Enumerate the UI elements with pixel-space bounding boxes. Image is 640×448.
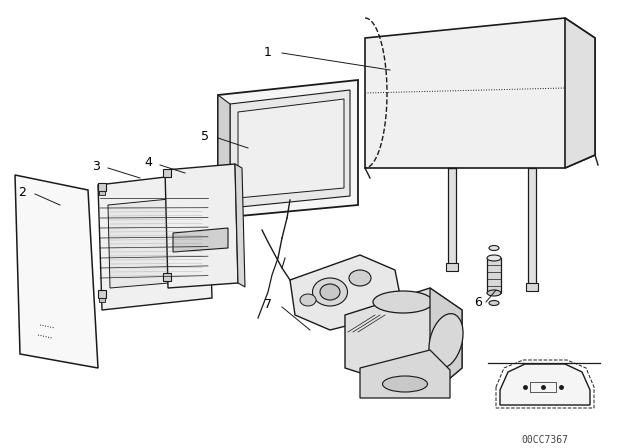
Polygon shape xyxy=(173,228,228,252)
Bar xyxy=(163,169,171,177)
Bar xyxy=(526,283,538,291)
Polygon shape xyxy=(165,164,238,288)
Ellipse shape xyxy=(383,376,428,392)
Text: 00CC7367: 00CC7367 xyxy=(522,435,568,445)
Text: 3: 3 xyxy=(92,160,100,173)
Text: 2: 2 xyxy=(18,185,26,198)
Polygon shape xyxy=(360,350,450,398)
Bar xyxy=(446,263,458,271)
Bar xyxy=(99,298,105,302)
Polygon shape xyxy=(235,164,245,287)
Polygon shape xyxy=(108,196,204,288)
Bar xyxy=(528,168,536,286)
Bar xyxy=(530,382,556,392)
Ellipse shape xyxy=(487,255,501,261)
Bar xyxy=(487,258,501,293)
Polygon shape xyxy=(290,255,400,330)
Ellipse shape xyxy=(489,246,499,250)
Bar xyxy=(448,168,456,266)
Ellipse shape xyxy=(320,284,340,300)
Polygon shape xyxy=(98,172,212,310)
Polygon shape xyxy=(565,18,595,168)
Ellipse shape xyxy=(429,314,463,368)
Ellipse shape xyxy=(487,290,501,296)
Ellipse shape xyxy=(373,291,433,313)
Ellipse shape xyxy=(300,294,316,306)
Text: 6: 6 xyxy=(474,296,482,309)
Bar xyxy=(98,183,106,191)
Polygon shape xyxy=(238,99,344,198)
Bar xyxy=(163,273,171,281)
Polygon shape xyxy=(218,80,358,218)
Ellipse shape xyxy=(489,301,499,306)
Polygon shape xyxy=(230,90,350,208)
Text: 7: 7 xyxy=(264,298,272,311)
Ellipse shape xyxy=(312,278,348,306)
Ellipse shape xyxy=(349,270,371,286)
Text: 4: 4 xyxy=(144,156,152,169)
Polygon shape xyxy=(365,18,595,168)
Polygon shape xyxy=(218,95,230,218)
Bar xyxy=(98,290,106,298)
Bar xyxy=(99,191,105,195)
Text: 5: 5 xyxy=(201,129,209,142)
Polygon shape xyxy=(15,175,98,368)
Polygon shape xyxy=(500,364,590,405)
Text: 1: 1 xyxy=(264,47,272,60)
Polygon shape xyxy=(430,288,462,395)
Polygon shape xyxy=(345,288,462,395)
